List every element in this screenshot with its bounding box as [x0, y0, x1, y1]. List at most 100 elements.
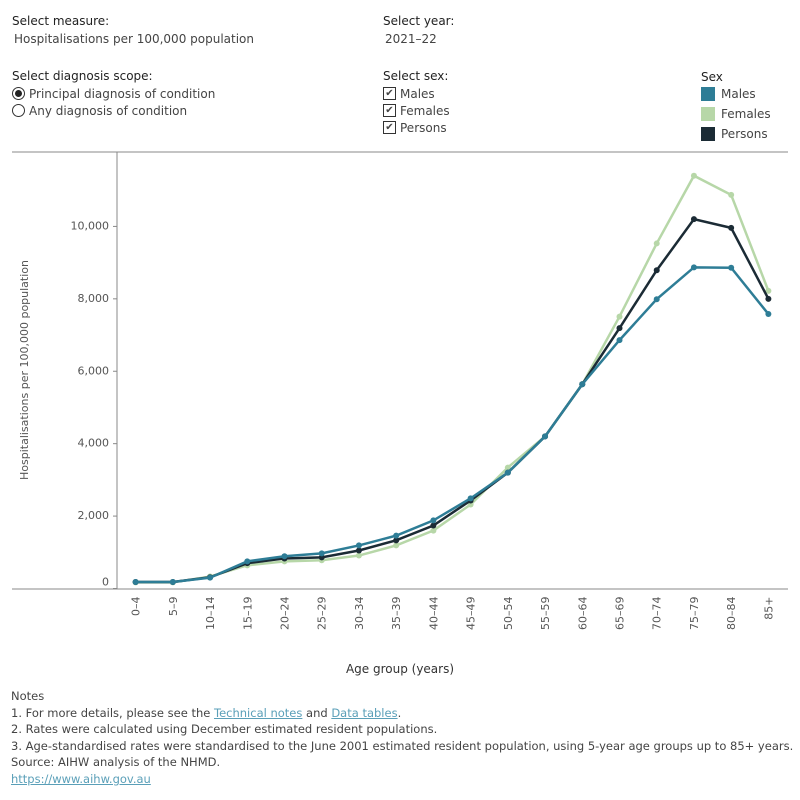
source: Source: AIHW analysis of the NHMD. — [11, 755, 221, 769]
checkbox-option[interactable]: ✔ Females — [383, 102, 450, 119]
x-tick-label: 45–49 — [465, 597, 478, 631]
legend: Sex Males Females Persons — [701, 70, 771, 144]
point — [169, 578, 176, 585]
sex-options: ✔ Males ✔ Females ✔ Persons — [383, 85, 450, 136]
year-label: Select year: — [383, 14, 455, 28]
point — [393, 537, 400, 544]
point — [765, 287, 772, 294]
point — [728, 191, 735, 198]
legend-swatch — [701, 87, 715, 101]
scope-label: Select diagnosis scope: — [12, 69, 153, 83]
notes-heading: Notes — [11, 689, 45, 703]
point — [355, 542, 362, 549]
x-tick-label: 0–4 — [130, 597, 143, 617]
x-tick-label: 70–74 — [651, 597, 664, 631]
point — [653, 296, 660, 303]
note: 1. For more details, please see the Tech… — [11, 705, 793, 722]
x-tick-label: 75–79 — [688, 597, 701, 631]
checkbox: ✔ — [383, 87, 396, 100]
legend-swatch — [701, 127, 715, 141]
y-tick-label: 4,000 — [78, 437, 110, 450]
note-text: and — [306, 705, 328, 720]
x-tick-label: 5–9 — [167, 597, 180, 617]
point — [728, 264, 735, 271]
radio-button — [12, 87, 25, 100]
legend-item[interactable]: Males — [701, 84, 771, 104]
measure-label: Select measure: — [12, 14, 110, 28]
note-text: . — [397, 705, 402, 720]
x-tick-label: 85+ — [762, 597, 775, 620]
y-tick-label: 0 — [102, 576, 109, 589]
point — [653, 267, 660, 274]
checkbox-label: Females — [400, 103, 450, 118]
point — [542, 433, 549, 440]
year-value: 2021–22 — [385, 32, 437, 46]
measure-control[interactable]: Select measure: Hospitalisations per 100… — [12, 14, 254, 46]
x-tick-label: 40–44 — [427, 597, 440, 631]
notes: Notes 1. For more details, please see th… — [11, 688, 793, 787]
y-tick-label: 8,000 — [78, 292, 110, 305]
x-tick-label: 50–54 — [502, 597, 515, 631]
radio-option[interactable]: Any diagnosis of condition — [12, 102, 215, 119]
link[interactable]: Technical notes — [214, 705, 303, 720]
point — [430, 522, 437, 529]
url[interactable]: https://www.aihw.gov.au — [11, 771, 151, 786]
note: 2. Rates were calculated using December … — [11, 722, 438, 736]
checkbox-label: Males — [400, 86, 435, 101]
x-tick-label: 65–69 — [614, 597, 627, 631]
sex-control: Select sex: ✔ Males ✔ Females ✔ Persons — [383, 69, 450, 136]
point — [504, 469, 511, 476]
x-tick-label: 60–64 — [576, 597, 589, 631]
legend-title: Sex — [701, 70, 723, 84]
radio-option[interactable]: Principal diagnosis of condition — [12, 85, 215, 102]
legend-swatch — [701, 107, 715, 121]
x-tick-label: 30–34 — [353, 597, 366, 631]
legend-item[interactable]: Persons — [701, 124, 771, 144]
legend-item[interactable]: Females — [701, 104, 771, 124]
legend-label: Males — [721, 87, 756, 101]
line — [135, 174, 770, 584]
legend-items: Males Females Persons — [701, 84, 771, 144]
y-tick-label: 6,000 — [78, 364, 110, 377]
point — [616, 337, 623, 344]
point — [690, 264, 697, 271]
point — [616, 325, 623, 332]
scope-options: Principal diagnosis of condition Any diag… — [12, 85, 215, 119]
point — [765, 295, 772, 302]
radio-button — [12, 104, 25, 117]
measure-value: Hospitalisations per 100,000 population — [14, 32, 254, 46]
point — [355, 547, 362, 554]
y-tick-label: 10,000 — [71, 219, 110, 232]
x-tick-label: 55–59 — [539, 597, 552, 631]
point — [393, 532, 400, 539]
x-tick-label: 35–39 — [390, 597, 403, 631]
point — [728, 224, 735, 231]
checkbox: ✔ — [383, 121, 396, 134]
point — [393, 542, 400, 549]
point — [318, 550, 325, 557]
radio-label: Any diagnosis of condition — [29, 103, 188, 118]
legend-label: Persons — [721, 127, 768, 141]
point — [690, 216, 697, 223]
point — [430, 527, 437, 534]
point — [207, 574, 214, 581]
point — [690, 172, 697, 179]
checkbox: ✔ — [383, 104, 396, 117]
point — [765, 311, 772, 318]
x-tick-label: 10–14 — [204, 597, 217, 631]
point — [504, 464, 511, 471]
year-control[interactable]: Select year: 2021–22 — [383, 14, 454, 46]
checkbox-option[interactable]: ✔ Persons — [383, 119, 450, 136]
checkbox-option[interactable]: ✔ Males — [383, 85, 450, 102]
link[interactable]: Data tables — [331, 705, 398, 720]
line — [135, 266, 770, 584]
sex-label: Select sex: — [383, 69, 449, 83]
point — [616, 313, 623, 320]
point — [430, 517, 437, 524]
y-axis-title: Hospitalisations per 100,000 population — [18, 260, 31, 480]
point — [281, 553, 288, 560]
x-tick-label: 15–19 — [241, 597, 254, 631]
point — [653, 240, 660, 247]
